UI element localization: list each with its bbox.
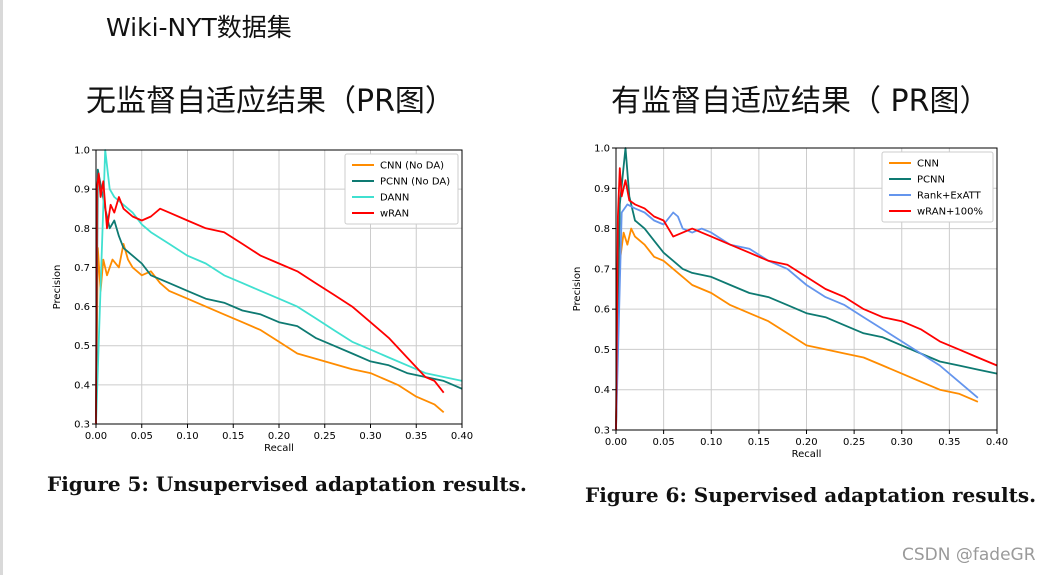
x-tick-label: 0.35 — [405, 431, 427, 442]
x-tick-label: 0.20 — [268, 431, 290, 442]
axes-frame — [95, 149, 463, 425]
x-tick-label: 0.10 — [176, 431, 198, 442]
supervised-panel-title: 有监督自适应结果（ PR图） — [611, 84, 990, 119]
x-tick-label: 0.15 — [748, 437, 770, 448]
x-tick-label: 0.40 — [986, 437, 1008, 448]
x-axis-label: Recall — [264, 443, 294, 454]
csdn-watermark: CSDN @fadeGR — [902, 545, 1036, 565]
x-tick-label: 0.05 — [652, 437, 674, 448]
legend-label: CNN (No DA) — [380, 161, 444, 172]
x-axis-label: Recall — [792, 449, 822, 460]
slide-title: Wiki-NYT数据集 — [106, 13, 292, 42]
x-tick-label: 0.05 — [131, 431, 153, 442]
series-line-wran-100- — [615, 167, 998, 431]
x-tick-label: 0.25 — [843, 437, 865, 448]
legend-label: Rank+ExATT — [917, 191, 982, 202]
series-line-cnn-no-da- — [95, 243, 445, 425]
y-tick-label: 0.3 — [74, 420, 90, 431]
y-tick-label: 0.5 — [74, 341, 90, 352]
legend-label: DANN — [380, 193, 409, 204]
left-edge-rule — [0, 0, 3, 575]
figure-5-caption: Figure 5: Unsupervised adaptation result… — [47, 472, 527, 496]
supervised-pr-chart: 0.00 0.05 0.10 0.15 0.20 0.25 0.30 0.35 0.40 0.3 0… — [572, 144, 1008, 461]
y-axis-label: Precision — [572, 267, 583, 312]
y-tick-label: 0.9 — [594, 184, 610, 195]
y-tick-label: 0.7 — [594, 264, 610, 275]
x-tick-label: 0.40 — [451, 431, 473, 442]
x-tick-label: 0.10 — [700, 437, 722, 448]
y-axis-label: Precision — [52, 265, 63, 310]
y-tick-label: 0.7 — [74, 263, 90, 274]
series-line-cnn — [615, 227, 979, 431]
figure-6-caption: Figure 6: Supervised adaptation results. — [585, 483, 1037, 507]
legend-label: PCNN — [917, 175, 945, 186]
x-tick-label: 0.20 — [795, 437, 817, 448]
y-tick-label: 0.5 — [594, 345, 610, 356]
y-tick-label: 1.0 — [594, 144, 610, 155]
y-tick-label: 0.4 — [594, 385, 610, 396]
x-tick-label: 0.00 — [605, 437, 627, 448]
x-tick-label: 0.15 — [222, 431, 244, 442]
y-tick-label: 0.6 — [594, 305, 610, 316]
unsupervised-pr-chart: 0.00 0.05 0.10 0.15 0.20 0.25 0.30 0.35 0.40 0.3 0… — [52, 146, 473, 455]
series-line-dann — [95, 149, 463, 425]
x-tick-label: 0.25 — [314, 431, 336, 442]
legend-box — [881, 151, 994, 223]
legend-label: wRAN+100% — [917, 207, 983, 218]
legend-label: PCNN (No DA) — [380, 177, 450, 188]
y-tick-label: 0.6 — [74, 302, 90, 313]
series-line-wran — [95, 172, 445, 425]
y-tick-label: 1.0 — [74, 146, 90, 157]
x-tick-label: 0.35 — [938, 437, 960, 448]
y-tick-label: 0.8 — [594, 224, 610, 235]
x-tick-label: 0.30 — [891, 437, 913, 448]
y-tick-label: 0.9 — [74, 185, 90, 196]
axes-frame — [615, 147, 998, 431]
series-line-pcnn-no-da- — [95, 168, 463, 425]
legend-label: CNN — [917, 159, 939, 170]
legend-label: wRAN — [380, 209, 409, 220]
y-tick-label: 0.4 — [74, 380, 90, 391]
unsupervised-panel-title: 无监督自适应结果（PR图） — [86, 84, 455, 119]
series-line-pcnn — [615, 147, 998, 431]
y-tick-label: 0.8 — [74, 224, 90, 235]
x-tick-label: 0.00 — [85, 431, 107, 442]
legend-box — [344, 153, 459, 225]
x-tick-label: 0.30 — [359, 431, 381, 442]
y-tick-label: 0.3 — [594, 426, 610, 437]
